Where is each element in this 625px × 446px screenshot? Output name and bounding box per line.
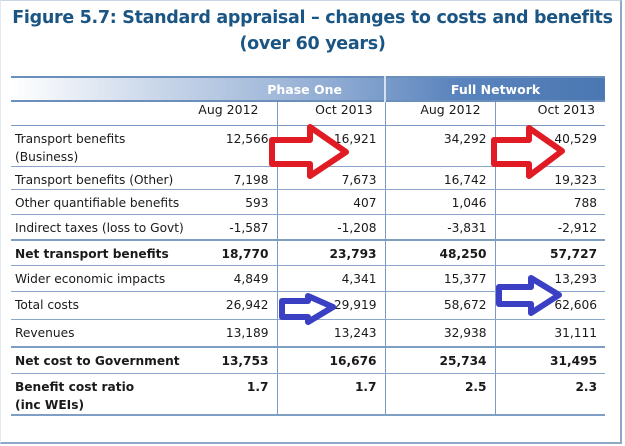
cell-full-network-oct-2013: 19,323 bbox=[494, 166, 606, 190]
cell-full-network-aug-2012: 34,292 bbox=[384, 125, 496, 167]
group-header-phase-one: Phase One bbox=[267, 81, 343, 97]
cell-full-network-oct-2013: 57,727 bbox=[494, 239, 606, 266]
row-label: Transport benefits (Other) bbox=[11, 166, 197, 190]
table-row: Transport benefits (Other) 7,198 7,673 1… bbox=[11, 166, 606, 190]
cell-phase-one-oct-2013: 23,793 bbox=[276, 239, 386, 266]
cell-full-network-oct-2013: 2.3 bbox=[494, 373, 606, 416]
cell-full-network-aug-2012: 32,938 bbox=[384, 319, 496, 348]
table-row: Wider economic impacts 4,849 4,341 15,37… bbox=[11, 265, 606, 292]
cell-full-network-aug-2012: -3,831 bbox=[384, 214, 496, 241]
row-label-line-1: Transport benefits bbox=[15, 132, 126, 146]
cell-full-network-oct-2013: 788 bbox=[494, 189, 606, 215]
row-label: Revenues bbox=[11, 319, 197, 348]
group-header-full-network: Full Network bbox=[384, 77, 606, 101]
row-label: Wider economic impacts bbox=[11, 265, 197, 292]
row-label-line-2: (Business) bbox=[15, 150, 79, 164]
cell-full-network-oct-2013: -2,912 bbox=[494, 214, 606, 241]
figure-title-line-2: (over 60 years) bbox=[239, 34, 386, 54]
cell-phase-one-aug-2012: 7,198 bbox=[197, 166, 277, 190]
cell-full-network-aug-2012: 15,377 bbox=[384, 265, 496, 292]
cell-phase-one-oct-2013: 16,921 bbox=[276, 125, 386, 167]
table-row: Indirect taxes (loss to Govt) -1,587 -1,… bbox=[11, 214, 606, 241]
group-header-row: Phase One Full Network bbox=[11, 77, 606, 101]
table-row: Net transport benefits 18,770 23,793 48,… bbox=[11, 239, 606, 266]
table-row: Benefit cost ratio (inc WEIs) 1.7 1.7 2.… bbox=[11, 373, 606, 416]
sub-header-full-network-oct-2013: Oct 2013 bbox=[494, 101, 606, 126]
cell-phase-one-aug-2012: 1.7 bbox=[197, 373, 277, 416]
cell-phase-one-oct-2013: 29,919 bbox=[276, 291, 386, 320]
row-label: Transport benefits (Business) bbox=[11, 125, 197, 167]
cell-phase-one-oct-2013: 7,673 bbox=[276, 166, 386, 190]
cell-phase-one-aug-2012: 26,942 bbox=[197, 291, 277, 320]
cell-phase-one-aug-2012: 593 bbox=[197, 189, 277, 215]
cell-phase-one-aug-2012: 13,189 bbox=[197, 319, 277, 348]
cell-full-network-oct-2013: 62,606 bbox=[494, 291, 606, 320]
cell-full-network-aug-2012: 1,046 bbox=[384, 189, 496, 215]
table-row: Transport benefits (Business) 12,566 16,… bbox=[11, 125, 606, 167]
cell-phase-one-aug-2012: 13,753 bbox=[197, 346, 277, 374]
row-label-line-1: Benefit cost ratio bbox=[15, 380, 135, 394]
row-label: Indirect taxes (loss to Govt) bbox=[11, 214, 197, 241]
figure-title-line-1: Figure 5.7: Standard appraisal – changes… bbox=[12, 8, 613, 28]
cell-full-network-oct-2013: 40,529 bbox=[494, 125, 606, 167]
cell-phase-one-aug-2012: 18,770 bbox=[197, 239, 277, 266]
cell-phase-one-aug-2012: 4,849 bbox=[197, 265, 277, 292]
table-row: Total costs 26,942 29,919 58,672 62,606 bbox=[11, 291, 606, 320]
row-label: Net transport benefits bbox=[11, 239, 197, 266]
cell-phase-one-oct-2013: 13,243 bbox=[276, 319, 386, 348]
cell-full-network-aug-2012: 2.5 bbox=[384, 373, 496, 416]
cell-phase-one-oct-2013: 4,341 bbox=[276, 265, 386, 292]
row-label: Other quantifiable benefits bbox=[11, 189, 197, 215]
cell-phase-one-oct-2013: -1,208 bbox=[276, 214, 386, 241]
sub-header-phase-one-oct-2013: Oct 2013 bbox=[276, 101, 386, 126]
cell-phase-one-oct-2013: 407 bbox=[276, 189, 386, 215]
table-row: Revenues 13,189 13,243 32,938 31,111 bbox=[11, 319, 606, 348]
cell-full-network-oct-2013: 31,495 bbox=[494, 346, 606, 374]
row-label: Net cost to Government bbox=[11, 346, 197, 374]
cell-phase-one-aug-2012: 12,566 bbox=[197, 125, 277, 167]
cell-phase-one-oct-2013: 1.7 bbox=[276, 373, 386, 416]
cell-full-network-aug-2012: 48,250 bbox=[384, 239, 496, 266]
table-row: Net cost to Government 13,753 16,676 25,… bbox=[11, 346, 606, 374]
cell-phase-one-aug-2012: -1,587 bbox=[197, 214, 277, 241]
sub-header-full-network-aug-2012: Aug 2012 bbox=[384, 101, 496, 126]
cell-full-network-oct-2013: 31,111 bbox=[494, 319, 606, 348]
table-row: Other quantifiable benefits 593 407 1,04… bbox=[11, 189, 606, 215]
row-label-line-2: (inc WEIs) bbox=[15, 398, 85, 412]
sub-header-phase-one-aug-2012: Aug 2012 bbox=[11, 101, 277, 126]
figure-title: Figure 5.7: Standard appraisal – changes… bbox=[0, 5, 625, 57]
sub-header-row: Aug 2012 Oct 2013 Aug 2012 Oct 2013 bbox=[11, 101, 606, 126]
row-label: Total costs bbox=[11, 291, 197, 320]
cell-full-network-aug-2012: 58,672 bbox=[384, 291, 496, 320]
cell-full-network-aug-2012: 16,742 bbox=[384, 166, 496, 190]
row-label: Benefit cost ratio (inc WEIs) bbox=[11, 373, 197, 416]
cell-phase-one-oct-2013: 16,676 bbox=[276, 346, 386, 374]
cell-full-network-aug-2012: 25,734 bbox=[384, 346, 496, 374]
cell-full-network-oct-2013: 13,293 bbox=[494, 265, 606, 292]
appraisal-table: Phase One Full Network Aug 2012 Oct 2013… bbox=[11, 76, 606, 416]
